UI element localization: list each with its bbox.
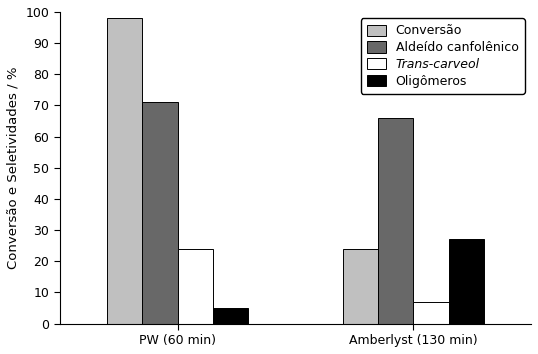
Bar — [213, 308, 249, 324]
Bar — [449, 240, 484, 324]
Bar — [142, 102, 178, 324]
Bar — [107, 18, 142, 324]
Bar — [343, 249, 378, 324]
Legend: Conversão, Aldeído canfolênico, Trans-carveol, Oligômeros: Conversão, Aldeído canfolênico, Trans-ca… — [360, 18, 525, 94]
Bar — [378, 118, 413, 324]
Y-axis label: Conversão e Seletividades / %: Conversão e Seletividades / % — [7, 67, 20, 269]
Bar — [178, 249, 213, 324]
Bar — [413, 302, 449, 324]
